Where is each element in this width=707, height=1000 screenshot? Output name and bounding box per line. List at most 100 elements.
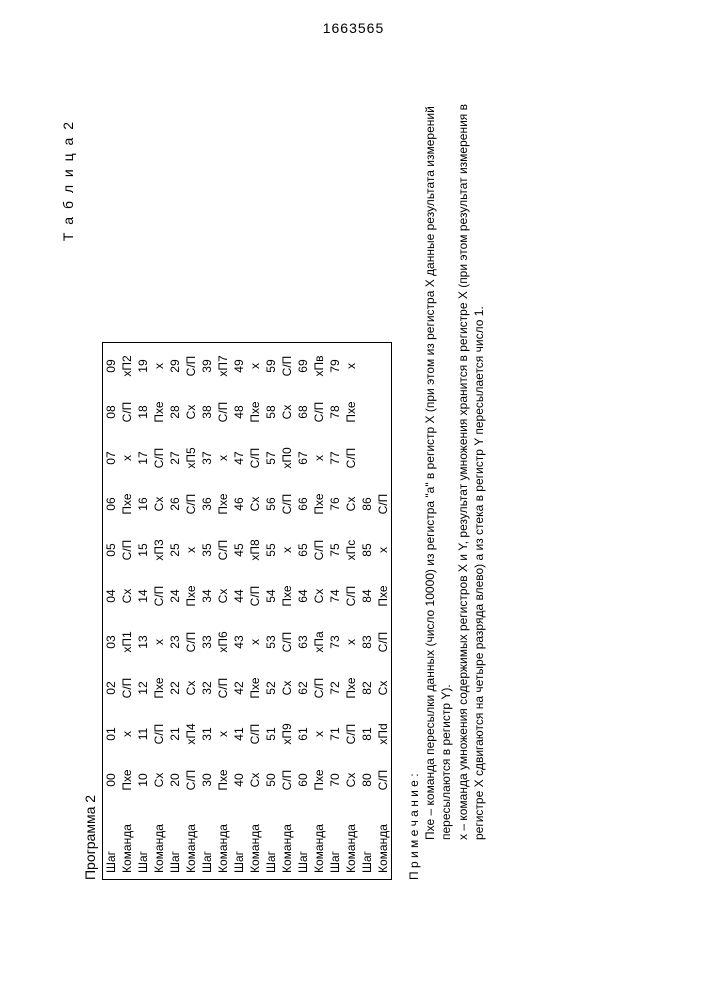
cmd-cell: С/П (311, 527, 327, 573)
cmd-cell: Пхе (343, 665, 359, 711)
step-cell: 53 (263, 619, 279, 665)
step-cell: 81 (359, 711, 375, 757)
step-cell: 10 (135, 757, 151, 803)
cmd-cell: С/П (215, 389, 231, 435)
step-cell: 64 (295, 573, 311, 619)
step-cell: 32 (199, 665, 215, 711)
step-cell: 86 (359, 481, 375, 527)
row-label-cmd: Команда (247, 803, 263, 880)
row-label-step: Шаг (263, 803, 279, 880)
step-cell: 03 (103, 619, 120, 665)
cmd-cell: хПа (311, 619, 327, 665)
footnote-block: П р и м е ч а н и е : Пхе – команда пере… (406, 100, 487, 880)
step-cell: 78 (327, 389, 343, 435)
cmd-cell: Сх (247, 481, 263, 527)
cmd-cell: х (215, 435, 231, 481)
cmd-cell: хП2 (119, 343, 135, 390)
step-cell: 13 (135, 619, 151, 665)
step-cell: 45 (231, 527, 247, 573)
step-cell: 29 (167, 343, 183, 390)
cmd-cell: хП0 (279, 435, 295, 481)
cmd-cell: Сх (119, 573, 135, 619)
cmd-cell: С/П (279, 757, 295, 803)
cmd-cell: хПс (343, 527, 359, 573)
step-cell: 85 (359, 527, 375, 573)
cmd-cell: Пхе (311, 481, 327, 527)
step-cell: 80 (359, 757, 375, 803)
cmd-cell: хП6 (215, 619, 231, 665)
step-cell: 01 (103, 711, 120, 757)
cmd-cell: Пхе (119, 481, 135, 527)
step-cell: 05 (103, 527, 120, 573)
cmd-cell: Пхе (343, 389, 359, 435)
step-cell: 74 (327, 573, 343, 619)
footnote-line-1: Пхе – команда пересылки данных (число 10… (422, 100, 454, 880)
cmd-cell: Пхе (215, 481, 231, 527)
step-cell: 60 (295, 757, 311, 803)
step-cell: 27 (167, 435, 183, 481)
step-cell: 47 (231, 435, 247, 481)
step-cell: 16 (135, 481, 151, 527)
step-cell: 52 (263, 665, 279, 711)
cmd-cell: Сх (151, 757, 167, 803)
cmd-cell: С/П (375, 481, 392, 527)
step-cell: 41 (231, 711, 247, 757)
row-label-cmd: Команда (375, 803, 392, 880)
cmd-cell: С/П (215, 527, 231, 573)
cmd-cell: Сх (247, 757, 263, 803)
step-cell: 51 (263, 711, 279, 757)
step-cell: 73 (327, 619, 343, 665)
cmd-cell: х (151, 619, 167, 665)
document-number: 1663565 (0, 20, 707, 36)
step-cell: 06 (103, 481, 120, 527)
cmd-cell: х (119, 435, 135, 481)
step-cell (359, 389, 375, 435)
cmd-cell: С/П (183, 757, 199, 803)
step-cell: 63 (295, 619, 311, 665)
step-cell: 59 (263, 343, 279, 390)
step-cell: 40 (231, 757, 247, 803)
step-cell: 83 (359, 619, 375, 665)
cmd-cell: Пхе (119, 757, 135, 803)
cmd-cell: хП7 (215, 343, 231, 390)
step-cell: 00 (103, 757, 120, 803)
cmd-cell: С/П (279, 481, 295, 527)
step-cell: 26 (167, 481, 183, 527)
cmd-cell: Сх (215, 573, 231, 619)
step-cell: 33 (199, 619, 215, 665)
cmd-cell: С/П (151, 573, 167, 619)
step-cell: 02 (103, 665, 120, 711)
cmd-cell: хП3 (151, 527, 167, 573)
step-cell (359, 435, 375, 481)
cmd-cell: хП4 (183, 711, 199, 757)
cmd-cell (375, 435, 392, 481)
footnote-line-2: х – команда умножения содержимых регистр… (455, 100, 487, 880)
step-cell: 55 (263, 527, 279, 573)
row-label-step: Шаг (231, 803, 247, 880)
step-cell: 82 (359, 665, 375, 711)
step-cell: 14 (135, 573, 151, 619)
row-label-cmd: Команда (151, 803, 167, 880)
step-cell: 42 (231, 665, 247, 711)
row-label-step: Шаг (103, 803, 120, 880)
step-cell: 43 (231, 619, 247, 665)
step-cell: 70 (327, 757, 343, 803)
step-cell: 58 (263, 389, 279, 435)
step-cell: 67 (295, 435, 311, 481)
cmd-cell: С/П (183, 619, 199, 665)
step-cell: 44 (231, 573, 247, 619)
cmd-cell: х (279, 527, 295, 573)
row-label-cmd: Команда (311, 803, 327, 880)
step-cell: 20 (167, 757, 183, 803)
step-cell: 25 (167, 527, 183, 573)
step-cell: 09 (103, 343, 120, 390)
step-cell: 36 (199, 481, 215, 527)
row-label-step: Шаг (359, 803, 375, 880)
cmd-cell: х (343, 343, 359, 390)
row-label-step: Шаг (199, 803, 215, 880)
step-cell: 77 (327, 435, 343, 481)
cmd-cell: С/П (311, 665, 327, 711)
cmd-cell: Пхе (247, 389, 263, 435)
cmd-cell: х (183, 527, 199, 573)
step-cell: 19 (135, 343, 151, 390)
